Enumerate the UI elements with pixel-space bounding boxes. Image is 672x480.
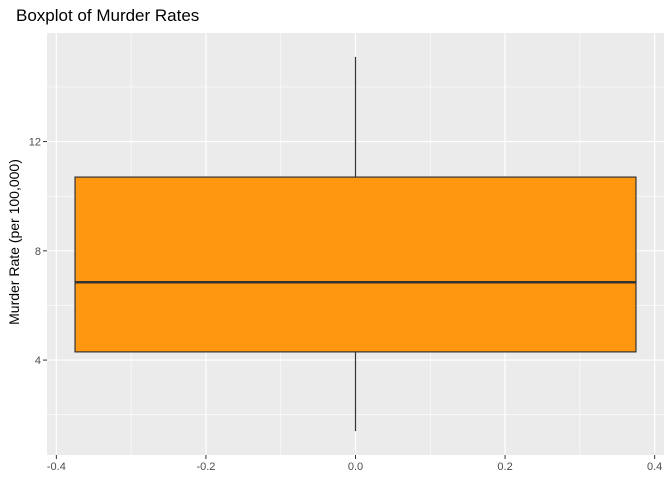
box-iqr	[74, 176, 637, 353]
x-tick-label: 0.4	[647, 461, 662, 473]
y-tick-label: 12	[29, 137, 41, 149]
box-layer	[74, 56, 637, 432]
chart-title: Boxplot of Murder Rates	[16, 6, 199, 25]
x-tick-label: -0.2	[196, 461, 215, 473]
x-tick-label: 0.2	[497, 461, 512, 473]
y-axis-title: Murder Rate (per 100,000)	[6, 159, 22, 325]
y-axis: 4 8 12	[29, 137, 47, 367]
y-tick-label: 8	[35, 246, 41, 258]
y-tick-label: 4	[35, 355, 41, 367]
x-tick-label: 0.0	[348, 461, 363, 473]
x-axis: -0.4 -0.2 0.0 0.2 0.4	[47, 455, 662, 473]
x-tick-label: -0.4	[47, 461, 66, 473]
